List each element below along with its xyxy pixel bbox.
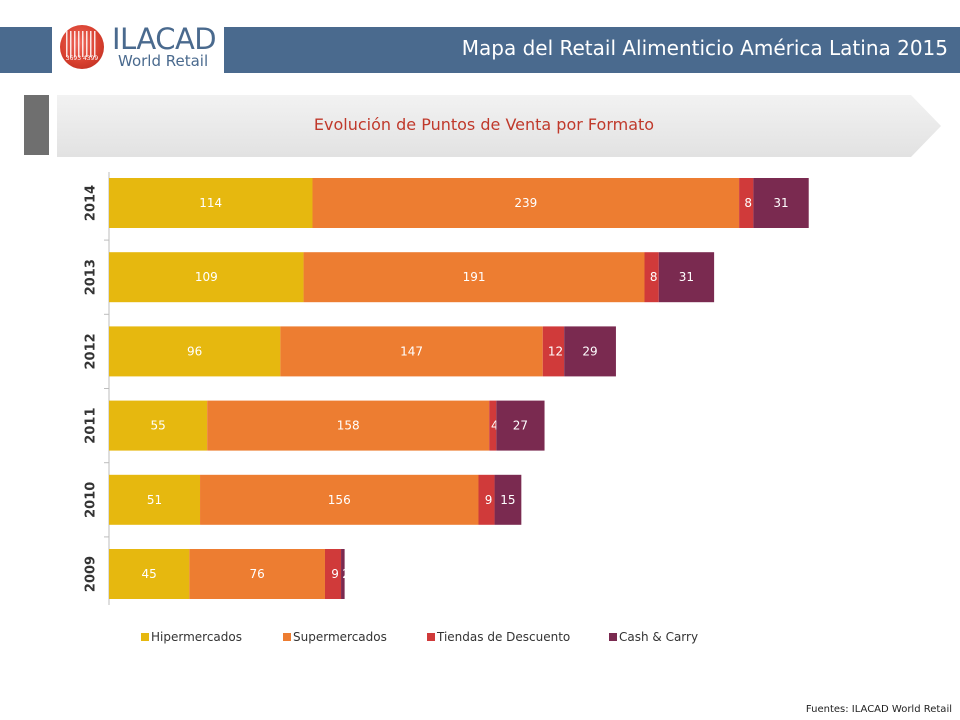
bar-value-label: 76 xyxy=(250,567,265,581)
bar-segment xyxy=(280,326,543,377)
bar-value-label: 8 xyxy=(744,196,752,210)
bar-segment xyxy=(200,474,479,525)
bar-value-label: 147 xyxy=(400,344,423,358)
bar-segment xyxy=(109,178,313,228)
legend-swatch xyxy=(141,633,149,641)
bar-segment xyxy=(207,400,490,451)
bar-segment xyxy=(753,178,809,228)
bar-segment xyxy=(109,400,208,451)
bar-value-label: 29 xyxy=(582,344,597,358)
bar-segment xyxy=(312,178,740,228)
bar-segment xyxy=(739,178,754,228)
category-label: 2010 xyxy=(84,482,99,518)
bar-segment xyxy=(109,549,190,599)
section-marker xyxy=(24,95,49,155)
legend-label: Tiendas de Descuento xyxy=(436,630,570,644)
bar-value-label: 96 xyxy=(187,344,202,358)
bar-value-label: 31 xyxy=(773,196,788,210)
category-label: 2012 xyxy=(84,333,99,369)
bar-segment xyxy=(496,400,545,451)
bar-value-label: 9 xyxy=(485,493,493,507)
bar-value-label: 45 xyxy=(142,567,157,581)
bar-value-label: 4 xyxy=(491,419,499,433)
source-note: Fuentes: ILACAD World Retail xyxy=(805,704,952,715)
bar-value-label: 12 xyxy=(548,344,563,358)
logo-title: ILACAD xyxy=(112,22,217,56)
bar-value-label: 109 xyxy=(195,270,218,284)
bar-segment xyxy=(109,474,201,525)
bar-value-label: 191 xyxy=(463,270,486,284)
bar-segment xyxy=(109,326,281,377)
logo-emblem-icon: 3693 4399 xyxy=(60,25,104,69)
logo-subtitle: World Retail xyxy=(118,52,209,70)
bar-segment xyxy=(658,252,715,303)
page-title: Mapa del Retail Alimenticio América Lati… xyxy=(461,36,948,60)
category-label: 2013 xyxy=(84,259,99,295)
bar-value-label: 51 xyxy=(147,493,162,507)
legend-label: Cash & Carry xyxy=(619,630,698,644)
legend-label: Hipermercados xyxy=(151,630,242,644)
bar-value-label: 15 xyxy=(500,493,515,507)
chart-subtitle: Evolución de Puntos de Venta por Formato xyxy=(313,115,655,134)
bar-segment xyxy=(564,326,616,377)
bar-segment xyxy=(109,252,304,303)
category-label: 2014 xyxy=(84,185,99,221)
bar-value-label: 239 xyxy=(514,196,537,210)
bar-segment xyxy=(494,474,522,525)
legend-swatch xyxy=(609,633,617,641)
bar-segment xyxy=(478,474,495,525)
bar-segment xyxy=(341,549,345,599)
legend-swatch xyxy=(427,633,435,641)
bar-value-label: 114 xyxy=(199,196,222,210)
subtitle-banner xyxy=(57,95,941,157)
bar-value-label: 27 xyxy=(513,419,528,433)
bar-segment xyxy=(644,252,659,303)
category-label: 2009 xyxy=(84,556,99,592)
bar-segment xyxy=(489,400,497,451)
bar-value-label: 8 xyxy=(650,270,658,284)
bar-value-label: 158 xyxy=(337,419,360,433)
bar-value-label: 9 xyxy=(331,567,339,581)
legend-label: Supermercados xyxy=(293,630,387,644)
bar-value-label: 55 xyxy=(150,419,165,433)
category-label: 2011 xyxy=(84,408,99,444)
bar-segment xyxy=(542,326,565,377)
bar-segment xyxy=(324,549,342,599)
logo: 3693 4399 ILACAD World Retail xyxy=(52,17,224,73)
bar-value-label: 2 xyxy=(342,567,350,581)
bar-value-label: 31 xyxy=(679,270,694,284)
legend-swatch xyxy=(283,633,291,641)
bar-segment xyxy=(303,252,645,303)
bar-segment xyxy=(189,549,325,599)
bar-value-label: 156 xyxy=(328,493,351,507)
